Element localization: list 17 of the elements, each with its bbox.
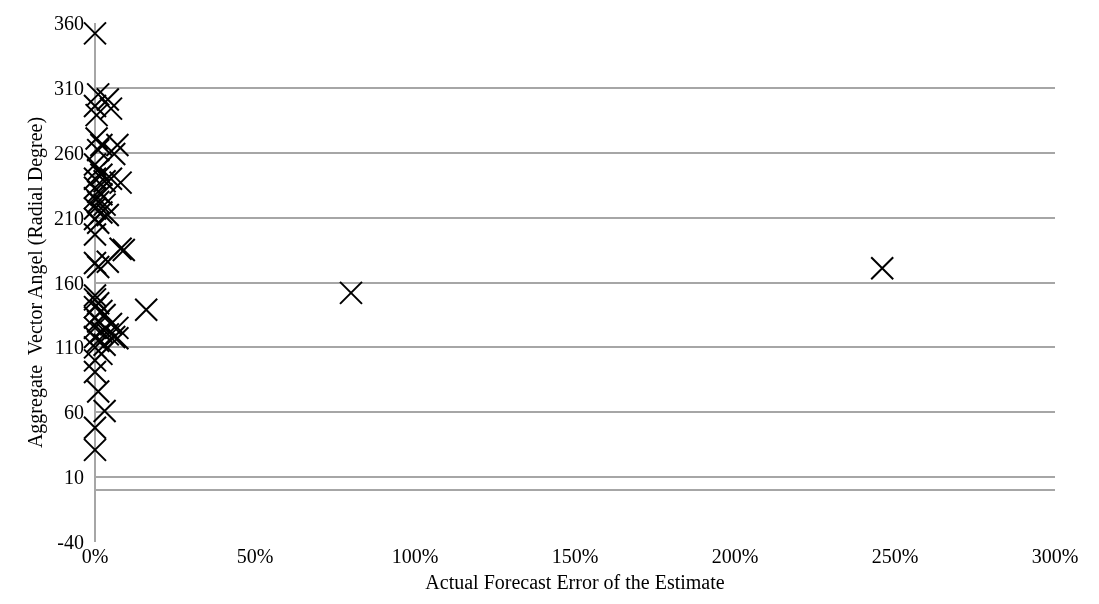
x-axis-title: Actual Forecast Error of the Estimate: [425, 570, 725, 593]
y-tick-label: 160: [54, 271, 84, 294]
x-tick-label: 200%: [711, 545, 759, 567]
x-tick-label: 100%: [391, 545, 439, 567]
y-tick-label: 310: [54, 76, 84, 99]
x-tick-label: 150%: [551, 545, 599, 567]
y-tick-label: 110: [54, 336, 84, 359]
y-tick-label: 210: [54, 206, 84, 229]
y-tick-label: 10: [64, 466, 84, 489]
x-tick-label: 250%: [871, 545, 919, 567]
y-tick-label: 360: [54, 12, 84, 34]
y-tick-label: 60: [64, 401, 84, 424]
y-tick-label: -40: [57, 531, 84, 553]
x-tick-label: 300%: [1031, 545, 1079, 567]
x-tick-label: 50%: [236, 545, 274, 567]
y-axis-title: Aggregate Vector Angel (Radial Degree): [23, 116, 47, 449]
y-tick-label: 260: [54, 141, 84, 164]
